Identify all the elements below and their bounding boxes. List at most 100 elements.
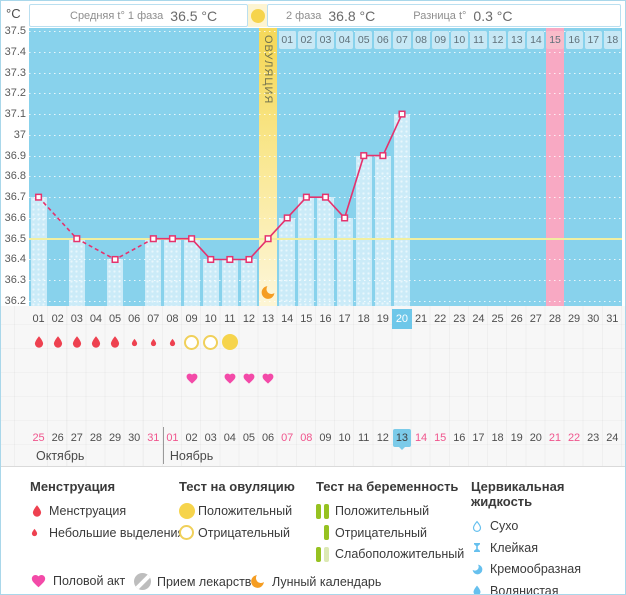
intercourse-cell[interactable] [392,367,411,389]
intercourse-cell[interactable] [67,367,86,389]
cycle-day-cell[interactable]: 20 [392,309,412,329]
day-symbol-cell[interactable] [412,331,431,353]
intercourse-cell[interactable] [526,367,545,389]
temperature-bar[interactable] [145,238,162,306]
day-symbol-cell[interactable] [392,331,411,353]
intercourse-cell[interactable] [29,367,48,389]
intercourse-cell[interactable] [354,367,373,389]
cycle-day-cell[interactable]: 15 [300,313,313,325]
cycle-day-cell[interactable]: 01 [32,313,45,325]
calendar-date-cell[interactable]: 27 [70,432,83,444]
intercourse-cell[interactable] [125,367,144,389]
calendar-date-cell[interactable]: 02 [185,432,198,444]
temperature-bar[interactable] [374,155,391,306]
cycle-day-cell[interactable]: 28 [548,313,562,325]
calendar-date-cell[interactable]: 30 [128,432,141,444]
cycle-day-cell[interactable]: 22 [434,313,447,325]
calendar-date-cell[interactable]: 03 [204,432,217,444]
intercourse-cell[interactable] [373,367,392,389]
phase2-day-cell[interactable]: 08 [412,30,430,49]
calendar-date-cell[interactable]: 24 [606,432,619,444]
calendar-date-cell[interactable]: 18 [491,432,504,444]
cycle-day-cell[interactable]: 07 [147,313,160,325]
intercourse-cell[interactable] [201,367,220,389]
cycle-day-cell[interactable]: 30 [587,313,600,325]
calendar-date-cell[interactable]: 01 [166,432,179,444]
intercourse-cell[interactable] [48,367,67,389]
day-symbol-cell[interactable] [335,331,354,353]
cycle-day-cell[interactable]: 03 [70,313,83,325]
day-symbol-cell[interactable] [603,331,622,353]
day-symbol-cell[interactable] [297,331,316,353]
day-symbol-cell[interactable] [29,331,48,353]
phase2-day-cell[interactable]: 13 [508,30,526,49]
intercourse-cell[interactable] [259,367,278,389]
cycle-day-cell[interactable]: 02 [51,313,64,325]
cycle-day-cell[interactable]: 08 [166,313,179,325]
phase2-day-cell[interactable]: 14 [527,30,545,49]
intercourse-cell[interactable] [335,367,354,389]
cycle-day-cell[interactable]: 26 [510,313,523,325]
day-symbol-cell[interactable] [182,331,201,353]
cycle-day-cell[interactable]: 25 [491,313,504,325]
phase2-day-cell[interactable]: 09 [431,30,449,49]
cycle-day-cell[interactable]: 21 [414,313,428,325]
intercourse-cell[interactable] [182,367,201,389]
calendar-date-cell[interactable]: 08 [300,432,313,444]
day-symbol-cell[interactable] [259,331,278,353]
temperature-bar[interactable] [298,197,315,306]
cycle-day-cell[interactable]: 05 [108,313,122,325]
day-symbol-cell[interactable] [565,331,584,353]
day-symbol-cell[interactable] [106,331,125,353]
phase2-day-cell[interactable]: 12 [489,30,507,49]
calendar-date-cell[interactable]: 19 [510,432,523,444]
calendar-date-cell[interactable]: 23 [587,432,600,444]
intercourse-cell[interactable] [507,367,526,389]
calendar-date-cell[interactable]: 26 [51,432,64,444]
phase2-day-cell[interactable]: 17 [584,30,602,49]
intercourse-cell[interactable] [488,367,507,389]
phase2-day-cell[interactable]: 01 [278,30,296,49]
calendar-date-cell[interactable]: 04 [223,432,236,444]
temperature-bar[interactable] [183,238,200,306]
day-symbol-cell[interactable] [545,331,564,353]
cycle-day-cell[interactable]: 09 [185,313,198,325]
cycle-day-cell[interactable]: 19 [376,313,389,325]
phase2-day-cell[interactable]: 05 [355,30,373,49]
intercourse-cell[interactable] [412,367,431,389]
intercourse-cell[interactable] [220,367,239,389]
phase2-day-cell[interactable]: 06 [374,30,392,49]
intercourse-cell[interactable] [545,367,564,389]
cycle-day-cell[interactable]: 18 [357,313,370,325]
temperature-bar[interactable] [68,238,85,306]
temperature-bar[interactable] [202,259,219,306]
temperature-bar[interactable] [221,259,238,306]
temperature-bar[interactable] [393,114,411,306]
calendar-date-cell[interactable]: 11 [357,432,370,444]
temperature-bar[interactable] [317,197,334,306]
day-symbol-cell[interactable] [431,331,450,353]
calendar-date-cell[interactable]: 20 [529,432,542,444]
calendar-date-cell[interactable]: 05 [242,432,256,444]
temperature-bar[interactable] [30,197,47,306]
calendar-date-cell[interactable]: 21 [548,432,562,444]
day-symbol-cell[interactable] [584,331,603,353]
day-symbol-cell[interactable] [373,331,392,353]
intercourse-cell[interactable] [297,367,316,389]
phase2-day-cell[interactable]: 03 [316,30,335,49]
phase2-day-cell[interactable]: 07 [393,30,411,49]
phase2-day-cell[interactable]: 11 [469,30,488,49]
phase2-day-cell[interactable]: 10 [450,30,468,49]
calendar-date-cell[interactable]: 09 [319,432,332,444]
day-symbol-cell[interactable] [354,331,373,353]
phase2-day-cell[interactable]: 16 [565,30,583,49]
calendar-date-cell[interactable]: 13 [392,428,411,448]
intercourse-cell[interactable] [316,367,335,389]
temperature-bar[interactable] [240,259,258,306]
cycle-day-cell[interactable]: 27 [529,313,542,325]
calendar-date-cell[interactable]: 14 [414,432,428,444]
cycle-day-cell[interactable]: 11 [224,313,236,325]
calendar-date-cell[interactable]: 12 [376,432,389,444]
day-symbol-cell[interactable] [526,331,545,353]
intercourse-cell[interactable] [239,367,258,389]
